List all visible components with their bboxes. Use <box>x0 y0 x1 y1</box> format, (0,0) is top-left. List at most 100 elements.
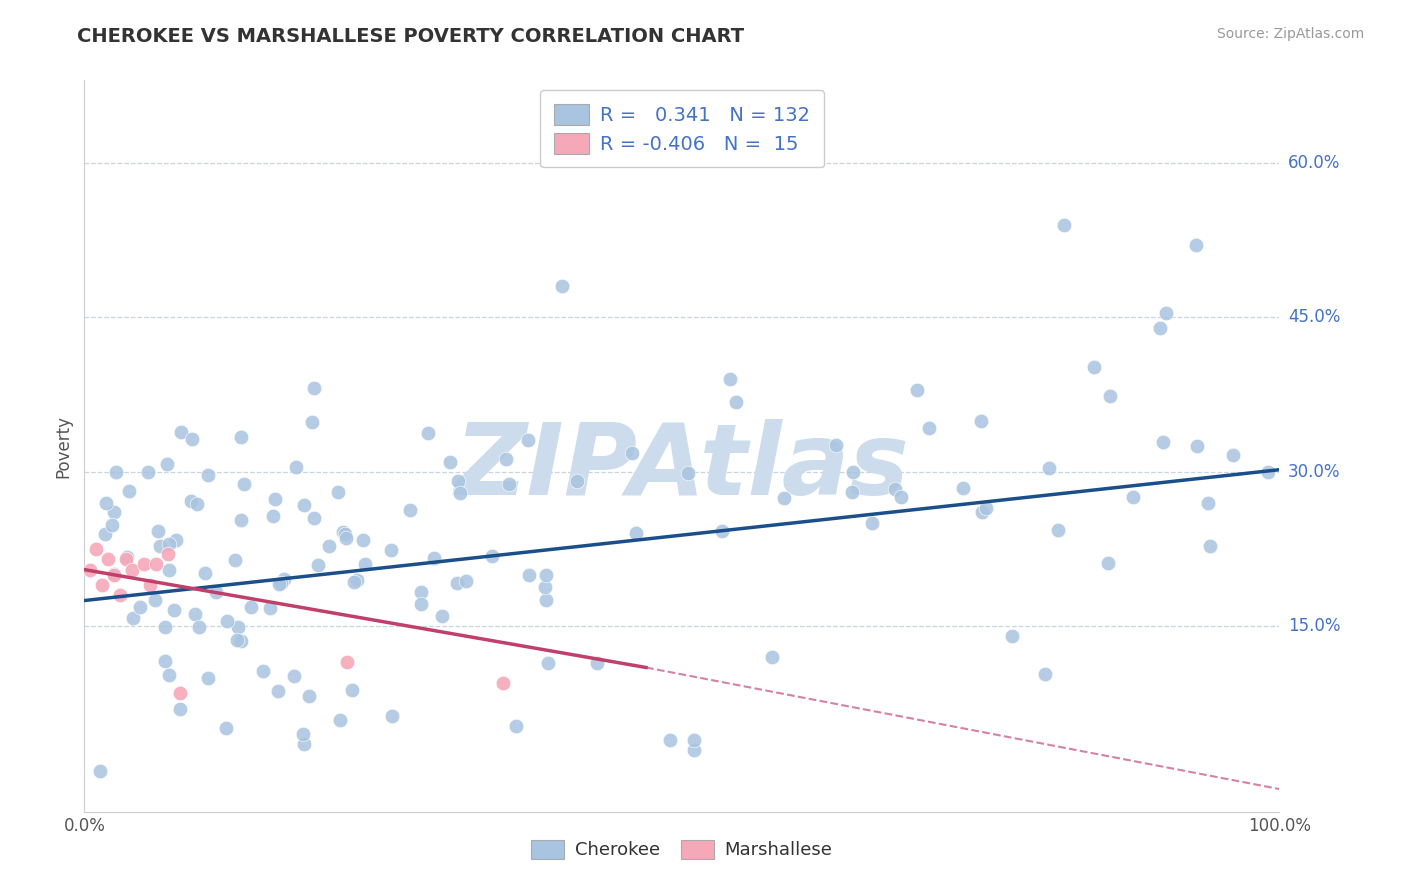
Point <box>97 552 120 566</box>
Point <box>226 633 249 648</box>
Point <box>970 505 993 519</box>
Point <box>842 465 865 479</box>
Point <box>918 421 941 435</box>
Point <box>683 743 706 757</box>
Point <box>136 465 159 479</box>
Point <box>103 567 125 582</box>
Point <box>186 497 208 511</box>
Point <box>536 593 558 607</box>
Point <box>103 505 125 519</box>
Point <box>1197 496 1219 510</box>
Point <box>301 415 323 429</box>
Point <box>262 509 284 524</box>
Point <box>165 533 187 547</box>
Point <box>336 656 359 670</box>
Point <box>292 498 315 512</box>
Point <box>122 610 145 624</box>
Point <box>411 597 433 611</box>
Point <box>890 491 912 505</box>
Point <box>1149 320 1171 334</box>
Point <box>332 524 354 539</box>
Point <box>273 573 295 587</box>
Point <box>1053 218 1076 232</box>
Point <box>761 650 783 665</box>
Point <box>169 702 191 716</box>
Point <box>718 372 741 386</box>
Point <box>180 494 202 508</box>
Point <box>1257 465 1279 479</box>
Point <box>307 558 329 573</box>
Point <box>226 620 249 634</box>
Point <box>446 576 468 591</box>
Point <box>170 425 193 440</box>
Point <box>115 549 138 564</box>
Y-axis label: Poverty: Poverty <box>55 415 73 477</box>
Point <box>1122 490 1144 504</box>
Point <box>101 518 124 533</box>
Point <box>285 460 308 475</box>
Point <box>1038 460 1060 475</box>
Point <box>156 457 179 471</box>
Point <box>302 510 325 524</box>
Point <box>270 576 292 591</box>
Point <box>132 558 156 572</box>
Point <box>105 465 128 479</box>
Point <box>439 454 461 468</box>
Text: Source: ZipAtlas.com: Source: ZipAtlas.com <box>1216 27 1364 41</box>
Point <box>586 656 609 670</box>
Text: CHEROKEE VS MARSHALLESE POVERTY CORRELATION CHART: CHEROKEE VS MARSHALLESE POVERTY CORRELAT… <box>77 27 744 45</box>
Point <box>328 485 350 500</box>
Point <box>495 452 517 467</box>
Point <box>354 557 377 571</box>
Point <box>335 532 357 546</box>
Point <box>181 432 204 446</box>
Point <box>183 607 205 621</box>
Point <box>447 475 470 489</box>
Point <box>318 539 340 553</box>
Point <box>204 585 226 599</box>
Point <box>1185 238 1208 252</box>
Point <box>115 552 138 566</box>
Point <box>169 686 191 700</box>
Point <box>1099 389 1122 403</box>
Point <box>145 558 167 572</box>
Point <box>194 566 217 581</box>
Point <box>103 567 125 582</box>
Point <box>621 446 644 460</box>
Point <box>197 467 219 482</box>
Point <box>551 279 574 293</box>
Point <box>423 550 446 565</box>
Point <box>498 476 520 491</box>
Text: 30.0%: 30.0% <box>1288 463 1340 481</box>
Point <box>517 568 540 582</box>
Point <box>298 689 321 703</box>
Point <box>86 541 108 556</box>
Point <box>492 676 515 690</box>
Point <box>283 669 305 683</box>
Point <box>725 395 748 409</box>
Point <box>231 634 253 648</box>
Point <box>264 491 287 506</box>
Point <box>659 732 682 747</box>
Point <box>340 682 363 697</box>
Point <box>292 727 315 741</box>
Point <box>149 539 172 553</box>
Point <box>773 491 796 505</box>
Point <box>454 574 477 588</box>
Point <box>343 574 366 589</box>
Point <box>217 614 239 628</box>
Point <box>516 433 538 447</box>
Point <box>411 585 433 599</box>
Point <box>430 609 453 624</box>
Point <box>143 593 166 607</box>
Point <box>110 588 132 602</box>
Point <box>505 718 527 732</box>
Point <box>1046 523 1069 537</box>
Point <box>188 620 211 634</box>
Point <box>118 483 141 498</box>
Point <box>905 384 928 398</box>
Point <box>711 524 734 538</box>
Text: 15.0%: 15.0% <box>1288 617 1340 635</box>
Point <box>157 537 180 551</box>
Point <box>418 426 440 441</box>
